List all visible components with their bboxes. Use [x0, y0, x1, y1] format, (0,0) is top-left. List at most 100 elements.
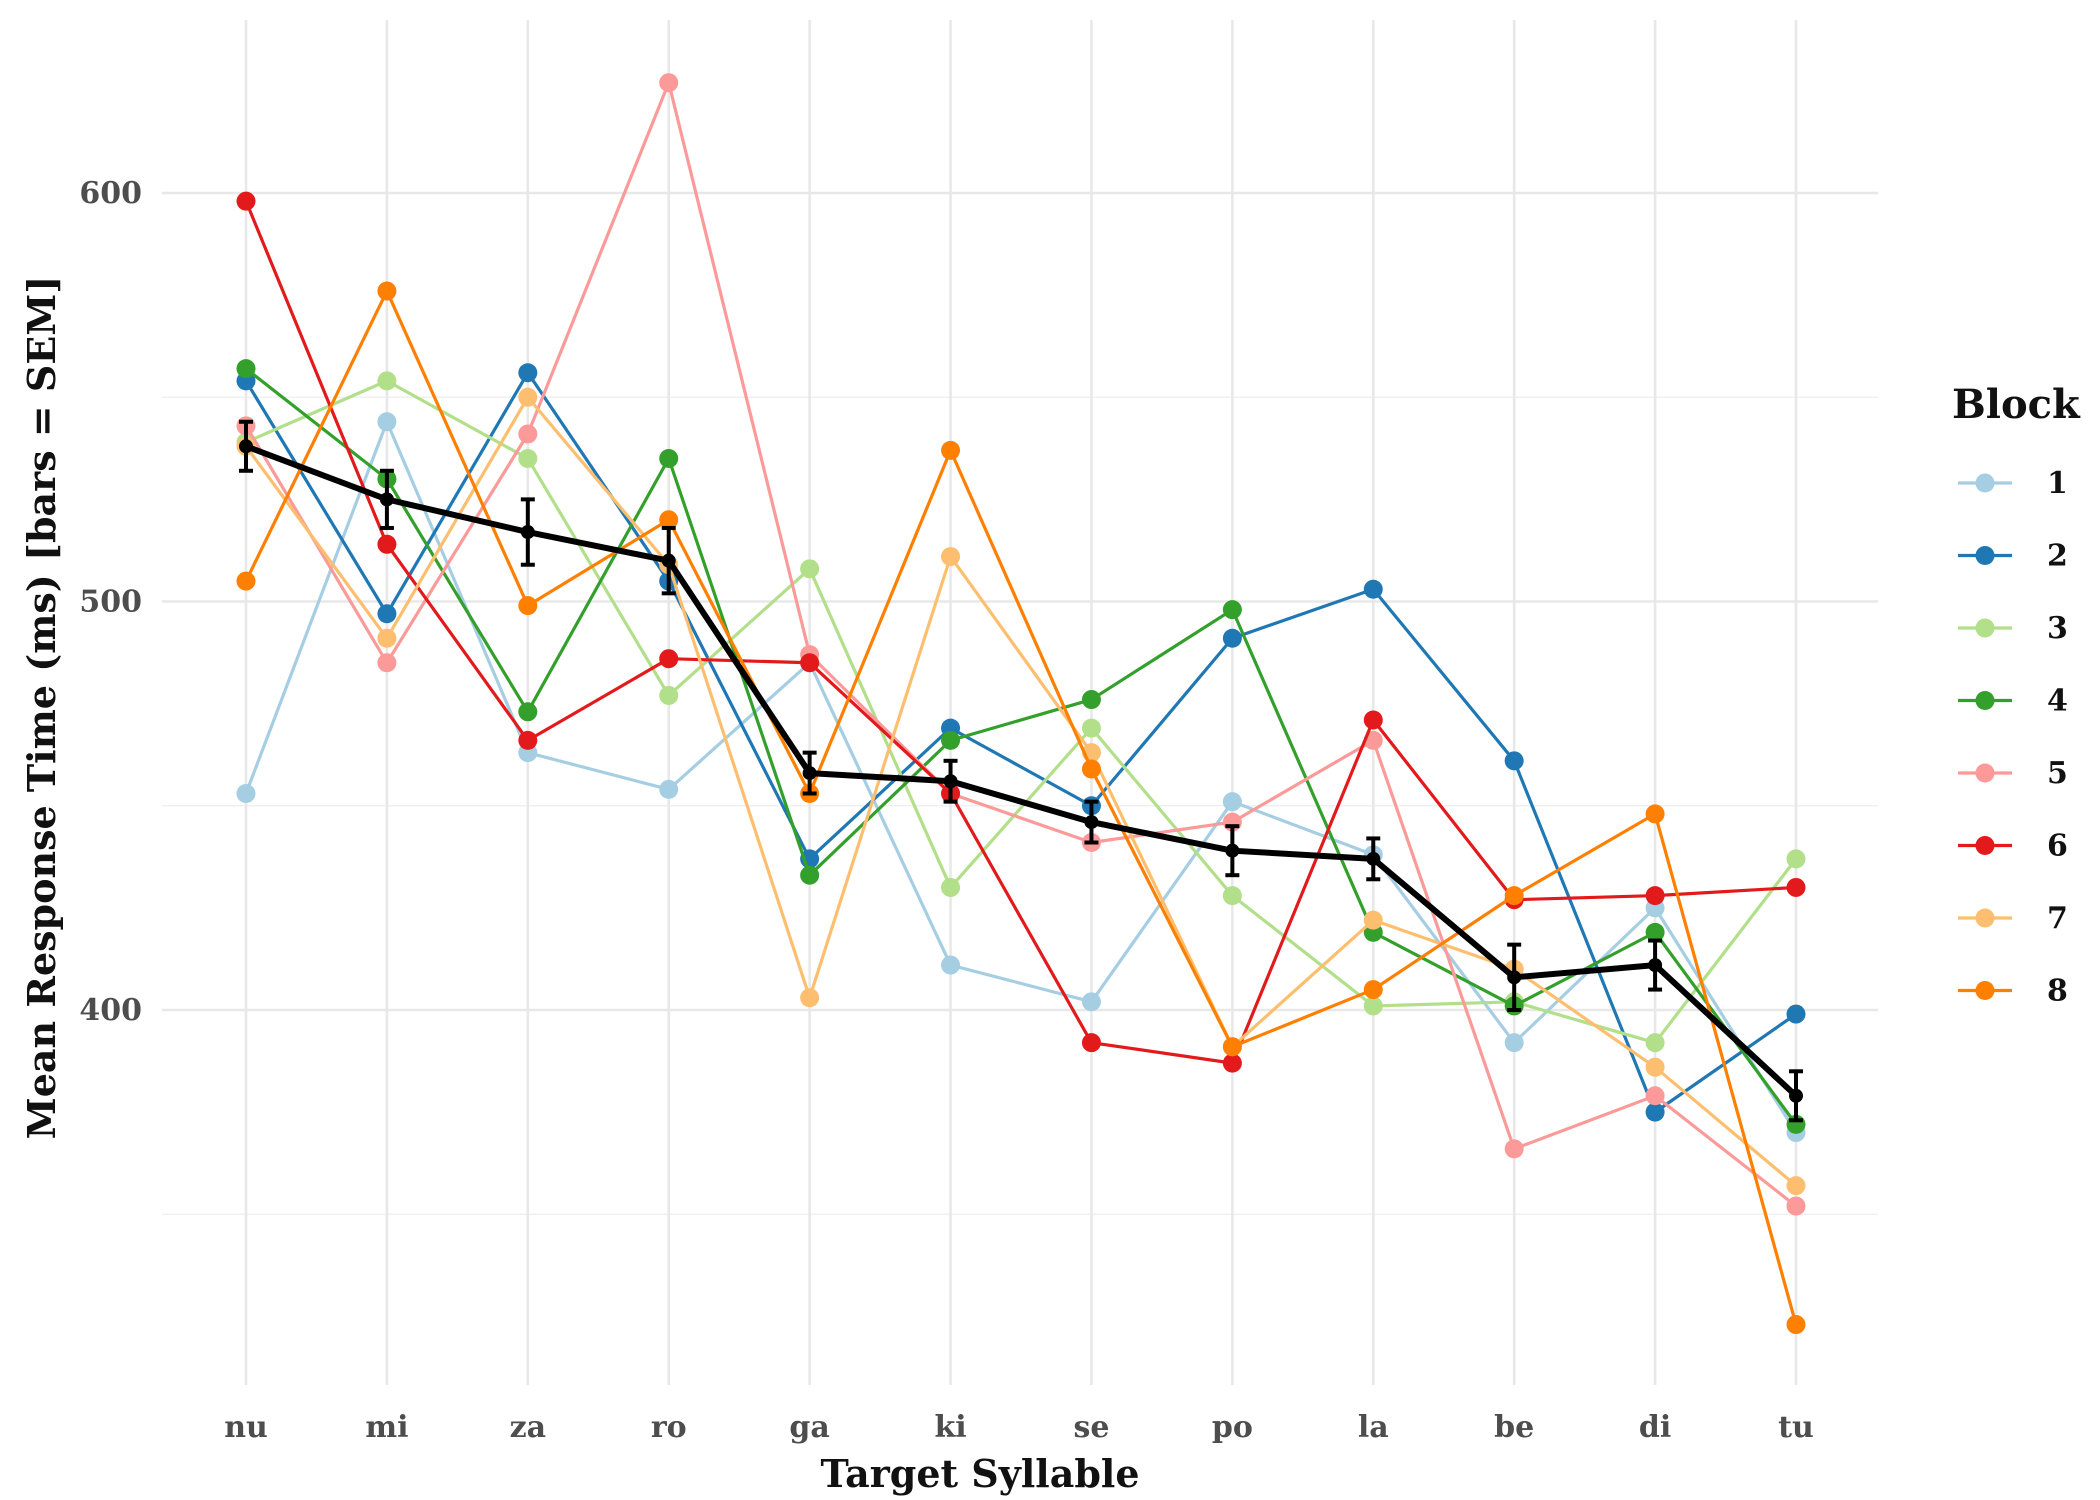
y-axis-title: Mean Response Time (ms) [bars = SEM]: [19, 276, 64, 1140]
x-tick-label: be: [1494, 1410, 1534, 1445]
data-point: [1363, 579, 1383, 599]
data-point: [1222, 1037, 1242, 1057]
legend-swatch-point: [1975, 618, 1995, 638]
legend-swatch-point: [1975, 763, 1995, 783]
legend: Block 1 2 3 4 5 6 7 8: [1952, 381, 2081, 1009]
legend-title: Block: [1952, 381, 2081, 428]
x-axis-title: Target Syllable: [820, 1451, 1139, 1496]
data-point: [377, 371, 397, 391]
data-point: [659, 449, 679, 469]
y-tick-label: 400: [79, 993, 142, 1028]
minor-gridlines: [162, 396, 1878, 1216]
data-point: [518, 424, 538, 444]
x-tick-label: la: [1358, 1410, 1389, 1445]
legend-label: 2: [2047, 539, 2068, 574]
data-point: [941, 730, 961, 750]
data-point: [1645, 1086, 1665, 1106]
data-point: [1645, 886, 1665, 906]
legend-item-8: 8: [1958, 974, 2068, 1009]
y-tick-label: 600: [79, 176, 142, 211]
series-line-6: [244, 200, 1797, 1065]
data-point: [1081, 718, 1101, 738]
data-point: [1363, 996, 1383, 1016]
data-point: [1222, 600, 1242, 620]
data-point: [377, 534, 397, 554]
legend-item-7: 7: [1958, 901, 2068, 936]
series-block-6: [236, 191, 1806, 1073]
data-point: [1645, 1033, 1665, 1053]
series-line-3: [245, 379, 1798, 1045]
mean-layer: [239, 419, 1803, 1123]
data-point: [941, 547, 961, 567]
mean-point: [379, 492, 394, 507]
data-point: [1504, 886, 1524, 906]
mean-point: [1648, 958, 1663, 973]
data-point: [236, 783, 256, 803]
series-line-5: [244, 81, 1797, 1208]
x-tick-label: ga: [789, 1410, 829, 1445]
data-point: [800, 865, 820, 885]
data-point: [1222, 628, 1242, 648]
data-point: [1081, 690, 1101, 710]
data-point: [236, 359, 256, 379]
x-tick-label: ki: [934, 1410, 966, 1445]
series-line-8: [244, 289, 1798, 1325]
legend-label: 3: [2047, 611, 2068, 646]
data-point: [518, 449, 538, 469]
x-tick-label: tu: [1778, 1410, 1814, 1445]
x-tick-label: po: [1212, 1410, 1253, 1445]
data-point: [377, 604, 397, 624]
mean-line: [244, 443, 1799, 1098]
data-point: [518, 363, 538, 383]
data-point: [518, 596, 538, 616]
legend-item-1: 1: [1958, 466, 2068, 501]
mean-point: [661, 553, 676, 568]
legend-swatch-point: [1975, 473, 1995, 493]
x-tick-label: za: [510, 1410, 546, 1445]
data-point: [800, 559, 820, 579]
legend-label: 6: [2047, 829, 2068, 864]
x-axis-ticks: nu mi za ro ga ki se po la be di tu: [224, 1410, 1814, 1445]
data-point: [1645, 1102, 1665, 1122]
data-point: [659, 779, 679, 799]
data-point: [941, 955, 961, 975]
legend-item-4: 4: [1958, 684, 2068, 719]
data-point: [941, 877, 961, 897]
series-block-8: [236, 281, 1806, 1335]
data-point: [1786, 849, 1806, 869]
x-tick-label: mi: [365, 1410, 408, 1445]
legend-swatch-point: [1975, 691, 1995, 710]
data-point: [236, 571, 256, 591]
data-point: [1504, 751, 1524, 771]
data-point: [377, 653, 397, 673]
series-block-5: [236, 73, 1806, 1216]
mean-point: [802, 766, 817, 781]
data-point: [1786, 1315, 1806, 1335]
data-point: [659, 685, 679, 705]
data-point: [800, 653, 820, 673]
data-point: [1645, 1057, 1665, 1077]
mean-point: [1366, 851, 1381, 866]
legend-label: 4: [2047, 684, 2068, 719]
data-point: [659, 73, 679, 93]
data-point: [800, 988, 820, 1008]
data-point: [1363, 710, 1383, 730]
legend-item-3: 3: [1958, 611, 2068, 646]
data-point: [1645, 804, 1665, 824]
data-point: [377, 281, 397, 301]
legend-swatch-point: [1975, 908, 1995, 928]
data-point: [377, 412, 397, 432]
mean-point: [1084, 815, 1099, 830]
y-tick-label: 500: [79, 585, 142, 620]
legend-label: 5: [2047, 756, 2068, 791]
data-point: [1081, 759, 1101, 779]
y-axis-ticks: 400 500 600: [79, 176, 142, 1028]
data-point: [1222, 792, 1242, 812]
data-point: [1081, 992, 1101, 1012]
data-point: [1222, 1053, 1242, 1073]
x-tick-label: se: [1073, 1410, 1109, 1445]
x-tick-label: di: [1639, 1410, 1671, 1445]
mean-point: [943, 774, 958, 789]
data-point: [518, 730, 538, 750]
